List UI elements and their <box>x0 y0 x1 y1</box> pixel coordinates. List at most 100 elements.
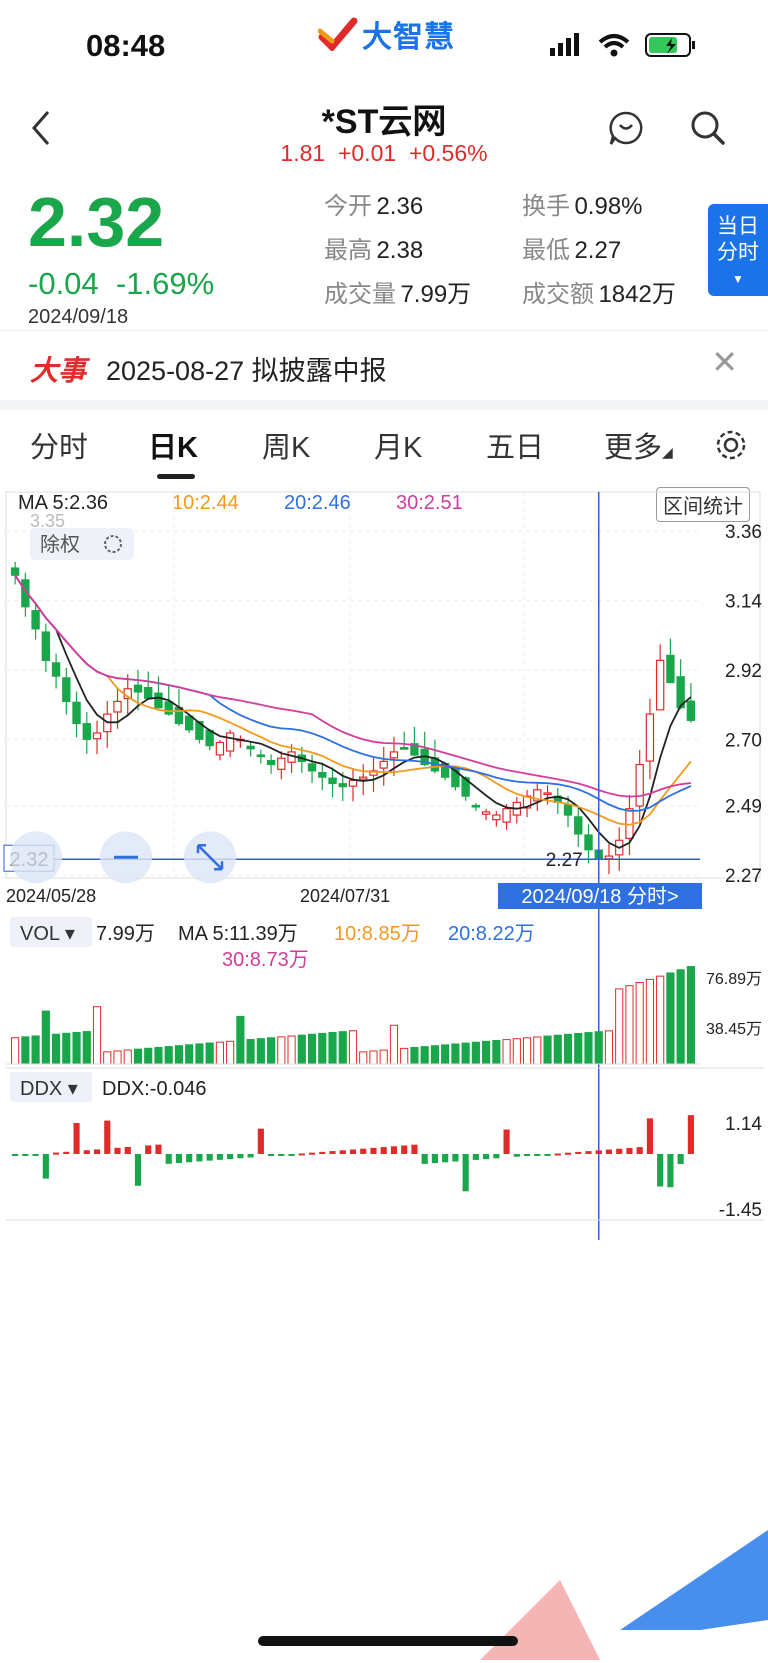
volume-bar <box>133 1048 143 1065</box>
back-icon[interactable] <box>30 108 52 156</box>
candle-body <box>543 792 552 796</box>
ma10-line <box>14 574 692 826</box>
sub-quote: 1.81 +0.01 +0.56% <box>280 140 488 166</box>
ddx-bar <box>206 1154 213 1161</box>
period-tabs: 分时 日K 周K 月K 五日 更多◢ <box>0 410 768 478</box>
ddx-bar <box>370 1147 377 1154</box>
ddx-bar <box>104 1120 111 1154</box>
volume-bar <box>645 978 655 1065</box>
ddx-bar <box>93 1149 101 1154</box>
tab-intraday[interactable]: 分时 <box>30 432 89 464</box>
candle-body <box>574 816 583 835</box>
ddx-bar <box>616 1148 623 1154</box>
candle-body <box>471 804 481 808</box>
volume-bar <box>594 1031 603 1065</box>
ma30-line <box>14 574 692 798</box>
search-icon[interactable] <box>690 110 726 146</box>
ddx-bar <box>431 1154 438 1164</box>
ddx-bar <box>114 1147 121 1154</box>
ddx-label: DDX ▾ <box>20 1078 78 1100</box>
candle-body <box>41 631 51 661</box>
tab-daily-k[interactable]: 日K <box>148 432 198 464</box>
tab-monthly-k[interactable]: 月K <box>374 432 423 464</box>
candle-body <box>481 811 491 815</box>
date-tick: 2024/07/31 <box>300 886 390 906</box>
chat-icon[interactable] <box>608 110 644 146</box>
ddx-bar <box>390 1146 398 1154</box>
price-tick: 2.70 <box>725 730 762 751</box>
settings-gear-icon[interactable] <box>714 428 748 462</box>
volume-bar <box>420 1046 429 1065</box>
ddx-bar <box>145 1145 152 1154</box>
close-icon[interactable]: ✕ <box>711 344 738 380</box>
volume-bar <box>441 1044 450 1065</box>
amount-field: 成交额 1842万 <box>522 281 676 308</box>
ddx-bar <box>227 1154 234 1160</box>
volume-bar <box>604 1030 614 1065</box>
ddx-tick: -1.45 <box>719 1200 762 1221</box>
vol-value: 7.99万 <box>96 923 155 945</box>
ddx-bar <box>83 1150 90 1154</box>
vol-tick: 76.89万 <box>706 971 762 988</box>
volume-bar <box>267 1037 276 1065</box>
candle-body <box>256 754 266 758</box>
ddx-bar <box>319 1151 326 1154</box>
event-text: 2025-08-27 拟披露中报 <box>106 356 387 386</box>
volume-bar <box>154 1046 163 1065</box>
price-tick: 3.14 <box>725 591 762 612</box>
price-tick: 2.49 <box>725 797 762 818</box>
candle-body <box>318 772 327 778</box>
candle-body <box>389 751 399 759</box>
ddx-bar <box>544 1154 551 1156</box>
ddx-bar <box>687 1115 694 1154</box>
intraday-button[interactable]: 当日 分时 ▼ <box>708 204 768 296</box>
volume-bar <box>297 1034 306 1065</box>
volume-bar <box>676 969 685 1065</box>
volume-field: 成交量 7.99万 <box>324 281 472 308</box>
ddx-bar <box>278 1154 285 1156</box>
ddx-bar <box>12 1154 19 1156</box>
volume-bar <box>410 1046 419 1065</box>
low-field: 最低 2.27 <box>522 237 622 264</box>
tab-weekly-k[interactable]: 周K <box>262 432 311 464</box>
ddx-bar <box>646 1118 653 1154</box>
volume-bar <box>328 1032 337 1065</box>
volume-bar <box>543 1035 552 1065</box>
chart-frame <box>5 491 761 879</box>
interval-stats-button[interactable]: 区间统计 <box>656 487 750 522</box>
volume-bar <box>348 1030 358 1065</box>
ma20-legend: 20:2.46 <box>284 492 351 514</box>
candle-body <box>645 713 655 762</box>
tab-more[interactable]: 更多◢ <box>604 432 673 464</box>
ddx-bar <box>401 1145 408 1154</box>
volume-bar <box>625 985 634 1065</box>
ddx-bar <box>677 1154 684 1164</box>
ddx-bar <box>442 1154 449 1163</box>
volume-bar <box>103 1051 112 1065</box>
tab-five-day[interactable]: 五日 <box>486 432 545 464</box>
ddx-bar <box>575 1151 582 1154</box>
candle-body <box>410 743 419 756</box>
candle-body <box>307 763 317 772</box>
volume-bar <box>533 1036 542 1065</box>
ma5-legend: MA 5:2.36 <box>18 492 109 514</box>
ddx-bar <box>155 1144 162 1154</box>
cursor-date-box <box>498 883 702 909</box>
vol-label: VOL ▾ <box>20 923 75 945</box>
ddx-bar <box>124 1147 131 1154</box>
candle-body <box>225 732 235 752</box>
vol-ma20: 20:8.22万 <box>448 923 535 945</box>
candle-body <box>328 777 337 785</box>
ddx-bar <box>380 1147 387 1154</box>
volume-bar <box>318 1032 327 1065</box>
ddx-bar <box>257 1128 264 1154</box>
signal-icon <box>550 33 579 56</box>
volume-bar <box>666 972 675 1065</box>
ddx-bar <box>134 1154 142 1186</box>
candle-body <box>400 747 409 750</box>
event-bar[interactable]: 大事 2025-08-27 拟披露中报 ✕ <box>0 330 768 401</box>
kline-chart[interactable]: 3.363.142.922.702.492.272.322.273.35除权20… <box>0 480 768 1300</box>
turnover-field: 换手 0.98% <box>522 193 643 220</box>
volume-bar <box>277 1036 286 1065</box>
ma30-legend: 30:2.51 <box>396 492 463 514</box>
